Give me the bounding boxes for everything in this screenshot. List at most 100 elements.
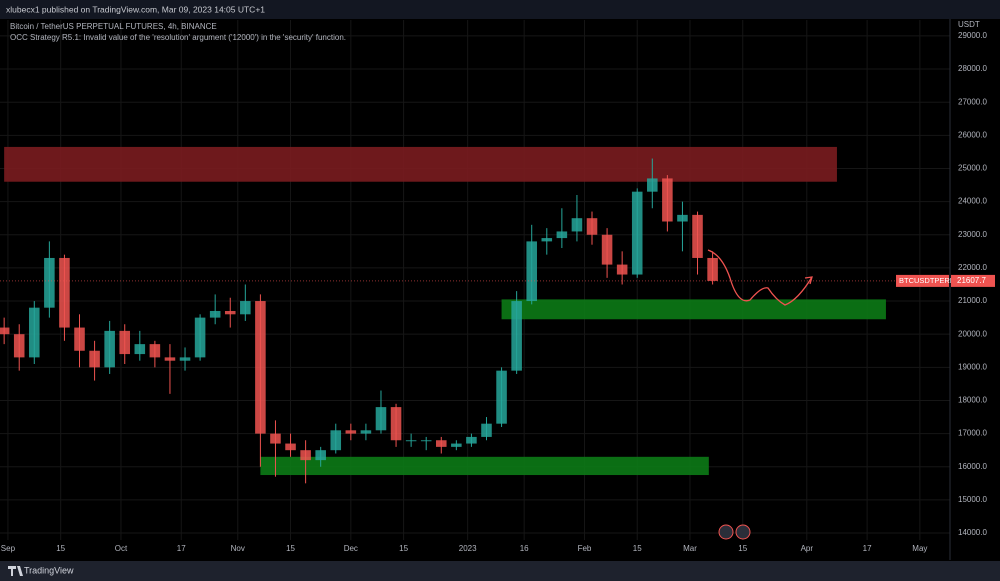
- y-tick-label: 19000.0: [958, 362, 987, 371]
- footer-bar: [0, 561, 1000, 581]
- candle-body: [420, 440, 432, 442]
- x-tick-label: Apr: [801, 544, 814, 553]
- event-icon[interactable]: [735, 524, 751, 540]
- symbol-label: BTCUSDTPERP: [899, 276, 955, 285]
- candle-body: [481, 423, 492, 437]
- zone: [501, 299, 886, 320]
- chart-subtitle: OCC Strategy R5.1: Invalid value of the …: [10, 33, 346, 42]
- candle-body: [466, 436, 477, 444]
- candle-body: [571, 218, 583, 232]
- candle-body: [300, 450, 311, 461]
- y-tick-label: 20000.0: [958, 329, 987, 338]
- candle-body: [270, 433, 281, 444]
- candle-body: [692, 214, 703, 258]
- last-price-bg: [951, 274, 995, 287]
- x-tick-label: Oct: [115, 544, 128, 553]
- zone: [260, 456, 709, 476]
- y-tick-label: 26000.0: [958, 130, 987, 139]
- candle-body: [496, 370, 507, 424]
- header-bar: [0, 0, 1000, 19]
- candle-body: [285, 443, 296, 451]
- candle-body: [74, 327, 85, 351]
- x-tick-label: Nov: [231, 544, 245, 553]
- x-tick-label: 15: [633, 544, 642, 553]
- candle-body: [149, 344, 161, 358]
- candle-body: [677, 214, 688, 222]
- header-text: xlubecx1 published on TradingView.com, M…: [6, 4, 265, 14]
- candle-body: [345, 430, 357, 434]
- y-tick-label: 18000.0: [958, 396, 987, 405]
- y-axis-unit: USDT: [958, 20, 980, 29]
- candle-body: [119, 330, 131, 355]
- x-tick-label: May: [912, 544, 927, 553]
- footer-logo: [8, 566, 23, 576]
- candle-body: [662, 178, 673, 222]
- y-tick-label: 23000.0: [958, 230, 987, 239]
- y-tick-label: 25000.0: [958, 164, 987, 173]
- candle-body: [360, 430, 372, 434]
- y-tick-label: 27000.0: [958, 97, 987, 106]
- candle-body: [511, 301, 522, 371]
- x-tick-label: 2023: [459, 544, 477, 553]
- x-tick-label: 16: [520, 544, 529, 553]
- candle-body: [330, 430, 342, 451]
- candle-body: [0, 327, 10, 335]
- candle-body: [179, 357, 191, 361]
- x-tick-label: 15: [56, 544, 65, 553]
- footer-brand: TradingView: [24, 565, 74, 575]
- candle-body: [134, 344, 146, 355]
- candle-body: [390, 407, 402, 441]
- y-tick-label: 21000.0: [958, 296, 987, 305]
- candle-body: [601, 234, 613, 265]
- x-tick-label: Sep: [1, 544, 16, 553]
- zone: [4, 146, 837, 182]
- candle-body: [375, 407, 387, 431]
- x-tick-label: Feb: [578, 544, 592, 553]
- candle-body: [255, 301, 266, 434]
- candle-body: [224, 310, 236, 315]
- candle-body: [44, 257, 55, 308]
- y-tick-label: 17000.0: [958, 429, 987, 438]
- x-tick-label: 15: [399, 544, 408, 553]
- candle-body: [240, 301, 251, 315]
- candle-body: [631, 191, 643, 275]
- plot-area: [0, 20, 950, 540]
- last-price-label: 21607.7: [957, 276, 986, 285]
- candle-body: [13, 334, 25, 358]
- candle-body: [315, 450, 326, 461]
- candle-body: [616, 264, 628, 275]
- symbol-label-bg: [896, 274, 949, 287]
- y-tick-label: 28000.0: [958, 64, 987, 73]
- candle-body: [541, 238, 553, 242]
- x-tick-label: 17: [863, 544, 872, 553]
- projection-arrowhead: [804, 276, 813, 285]
- y-tick-label: 24000.0: [958, 197, 987, 206]
- event-icon[interactable]: [718, 524, 734, 540]
- y-tick-label: 22000.0: [958, 263, 987, 272]
- x-tick-label: 15: [738, 544, 747, 553]
- x-tick-label: Mar: [683, 544, 697, 553]
- candle-body: [59, 257, 70, 328]
- candle-body: [29, 307, 40, 358]
- chart-title: Bitcoin / TetherUS PERPETUAL FUTURES, 4h…: [10, 22, 217, 31]
- y-tick-label: 16000.0: [958, 462, 987, 471]
- candle-body: [194, 317, 206, 358]
- candle-body: [104, 330, 115, 368]
- candle-body: [89, 350, 100, 368]
- candle-body: [451, 443, 462, 447]
- candle-body: [647, 178, 658, 192]
- projection-path: [707, 249, 813, 306]
- x-tick-label: Dec: [344, 544, 358, 553]
- candle-body: [586, 218, 598, 235]
- candle-body: [556, 231, 568, 239]
- y-tick-label: 29000.0: [958, 31, 987, 40]
- candle-body: [405, 440, 417, 442]
- y-tick-label: 14000.0: [958, 528, 987, 537]
- candle-body: [209, 310, 221, 318]
- candle-body: [164, 357, 176, 361]
- y-tick-label: 15000.0: [958, 495, 987, 504]
- x-tick-label: 17: [177, 544, 186, 553]
